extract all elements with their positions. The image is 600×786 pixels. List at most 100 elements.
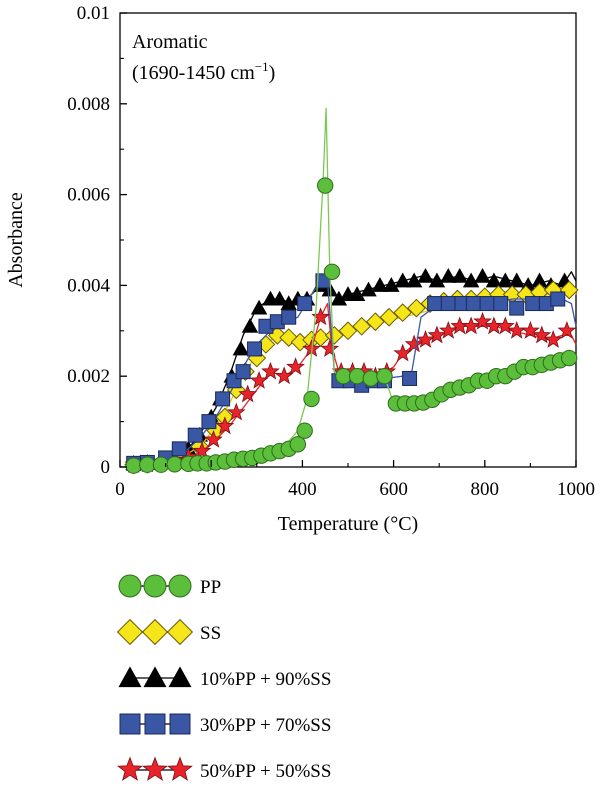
legend-marker-10-pp-90-ss — [143, 666, 167, 688]
data-point-50-pp-50-ss — [543, 330, 563, 348]
x-tick-label: 400 — [288, 479, 317, 500]
data-point-10-pp-90-ss — [440, 268, 457, 283]
data-point-50-pp-50-ss — [557, 320, 577, 339]
legend-marker-10-pp-90-ss — [168, 666, 192, 688]
data-point-10-pp-90-ss — [474, 268, 491, 283]
data-point-50-pp-50-ss — [438, 320, 458, 339]
data-point-50-pp-50-ss — [261, 361, 280, 380]
data-point-30-pp-70-ss — [297, 296, 313, 312]
data-point-50-pp-50-ss — [192, 441, 212, 460]
legend-item-ss: SS — [116, 618, 221, 646]
y-tick-label: 0.004 — [67, 275, 110, 296]
data-point-50-pp-50-ss — [286, 357, 305, 376]
data-point-50-pp-50-ss — [320, 339, 340, 357]
annotation-line2-prefix: (1690-1450 cm — [132, 62, 255, 84]
data-point-ss — [407, 298, 426, 318]
data-point-pp — [335, 368, 352, 385]
data-point-50-pp-50-ss — [461, 316, 481, 335]
data-point-pp — [289, 436, 307, 453]
data-point-10-pp-90-ss — [348, 286, 366, 301]
data-point-ss — [352, 316, 372, 336]
data-point-pp — [139, 456, 156, 473]
legend-marker-ss — [166, 618, 194, 646]
data-point-50-pp-50-ss — [404, 334, 424, 353]
legend-item-pp: PP — [118, 574, 221, 598]
data-point-10-pp-90-ss — [485, 272, 503, 288]
data-point-pp — [303, 390, 320, 408]
data-point-pp — [166, 456, 183, 473]
y-tick-label: 0.006 — [67, 185, 110, 206]
axis-layer: 0 200 400 600 800 1000 0 0.002 0.004 0.006 0.008 0.… — [67, 3, 595, 500]
data-point-pp — [348, 368, 366, 385]
data-layer — [124, 107, 579, 475]
data-point-50-pp-50-ss — [226, 402, 246, 421]
data-point-10-pp-90-ss — [451, 268, 468, 283]
data-point-50-pp-50-ss — [427, 325, 447, 344]
legend-item-30-pp-70-ss: 30%PP + 70%SS — [119, 713, 331, 736]
legend-marker-50-pp-50-ss — [142, 756, 168, 781]
data-point-ss — [379, 307, 399, 327]
legend-marker-pp — [143, 574, 167, 598]
annotation-line1: Aromatic — [132, 31, 208, 53]
data-point-50-pp-50-ss — [496, 316, 515, 335]
data-point-30-pp-70-ss — [247, 341, 263, 357]
legend-marker-50-pp-50-ss — [117, 756, 143, 781]
data-point-10-pp-90-ss — [497, 272, 514, 288]
annotation-line2-sup: −1 — [255, 59, 269, 74]
data-point-50-pp-50-ss — [473, 311, 492, 330]
data-point-pp — [362, 370, 379, 387]
data-point-30-pp-70-ss — [479, 296, 495, 312]
data-point-30-pp-70-ss — [493, 296, 509, 312]
data-point-10-pp-90-ss — [250, 299, 268, 315]
annotation-line2: (1690-1450 cm−1) — [132, 59, 275, 84]
data-point-50-pp-50-ss — [311, 307, 330, 326]
data-point-30-pp-70-ss — [235, 364, 251, 380]
data-point-30-pp-70-ss — [171, 441, 187, 457]
legend-label-50-pp-50-ss: 50%PP + 50%SS — [200, 761, 331, 782]
x-tick-label: 800 — [471, 479, 500, 500]
data-point-pp — [376, 368, 393, 385]
legend-marker-30-pp-70-ss — [119, 713, 141, 735]
data-point-pp — [296, 422, 313, 439]
legend-marker-10-pp-90-ss — [118, 666, 142, 688]
legend-label-ss: SS — [200, 623, 221, 644]
data-point-pp — [323, 263, 341, 280]
legend-label-30-pp-70-ss: 30%PP + 70%SS — [200, 715, 331, 736]
data-point-10-pp-90-ss — [428, 272, 446, 288]
legend-label-10-pp-90-ss: 10%PP + 90%SS — [200, 669, 331, 690]
data-point-30-pp-70-ss — [281, 309, 297, 325]
x-tick-label: 200 — [197, 479, 226, 500]
legend-marker-50-pp-50-ss — [167, 756, 193, 781]
legend-marker-pp — [168, 574, 192, 598]
data-point-10-pp-90-ss — [383, 277, 400, 292]
data-point-10-pp-90-ss — [462, 272, 480, 288]
data-point-pp — [125, 457, 142, 474]
annotation-line2-suffix: ) — [269, 62, 276, 84]
y-tick-label: 0.008 — [67, 94, 110, 115]
legend-marker-ss — [116, 618, 144, 646]
data-point-30-pp-70-ss — [427, 296, 443, 312]
data-point-30-pp-70-ss — [201, 414, 217, 430]
data-point-30-pp-70-ss — [509, 300, 525, 316]
data-point-10-pp-90-ss — [360, 281, 377, 297]
y-tick-label: 0.002 — [67, 366, 110, 387]
data-point-10-pp-90-ss — [371, 277, 389, 292]
y-tick-label: 0.01 — [77, 3, 110, 24]
data-point-ss — [365, 312, 385, 332]
x-tick-label: 600 — [379, 479, 408, 500]
data-point-30-pp-70-ss — [525, 296, 541, 312]
data-point-50-pp-50-ss — [215, 416, 235, 435]
y-axis-label: Absorbance — [5, 192, 27, 288]
data-point-50-pp-50-ss — [532, 325, 552, 344]
data-point-10-pp-90-ss — [508, 272, 525, 288]
x-tick-label: 1000 — [557, 479, 595, 500]
data-point-10-pp-90-ss — [241, 317, 259, 333]
data-point-50-pp-50-ss — [249, 370, 269, 389]
data-point-30-pp-70-ss — [550, 291, 566, 307]
data-point-50-pp-50-ss — [520, 320, 540, 339]
y-tick-label: 0 — [101, 457, 111, 478]
data-point-30-pp-70-ss — [440, 296, 456, 312]
x-tick-label: 0 — [115, 479, 125, 500]
legend-item-10-pp-90-ss: 10%PP + 90%SS — [118, 666, 331, 690]
